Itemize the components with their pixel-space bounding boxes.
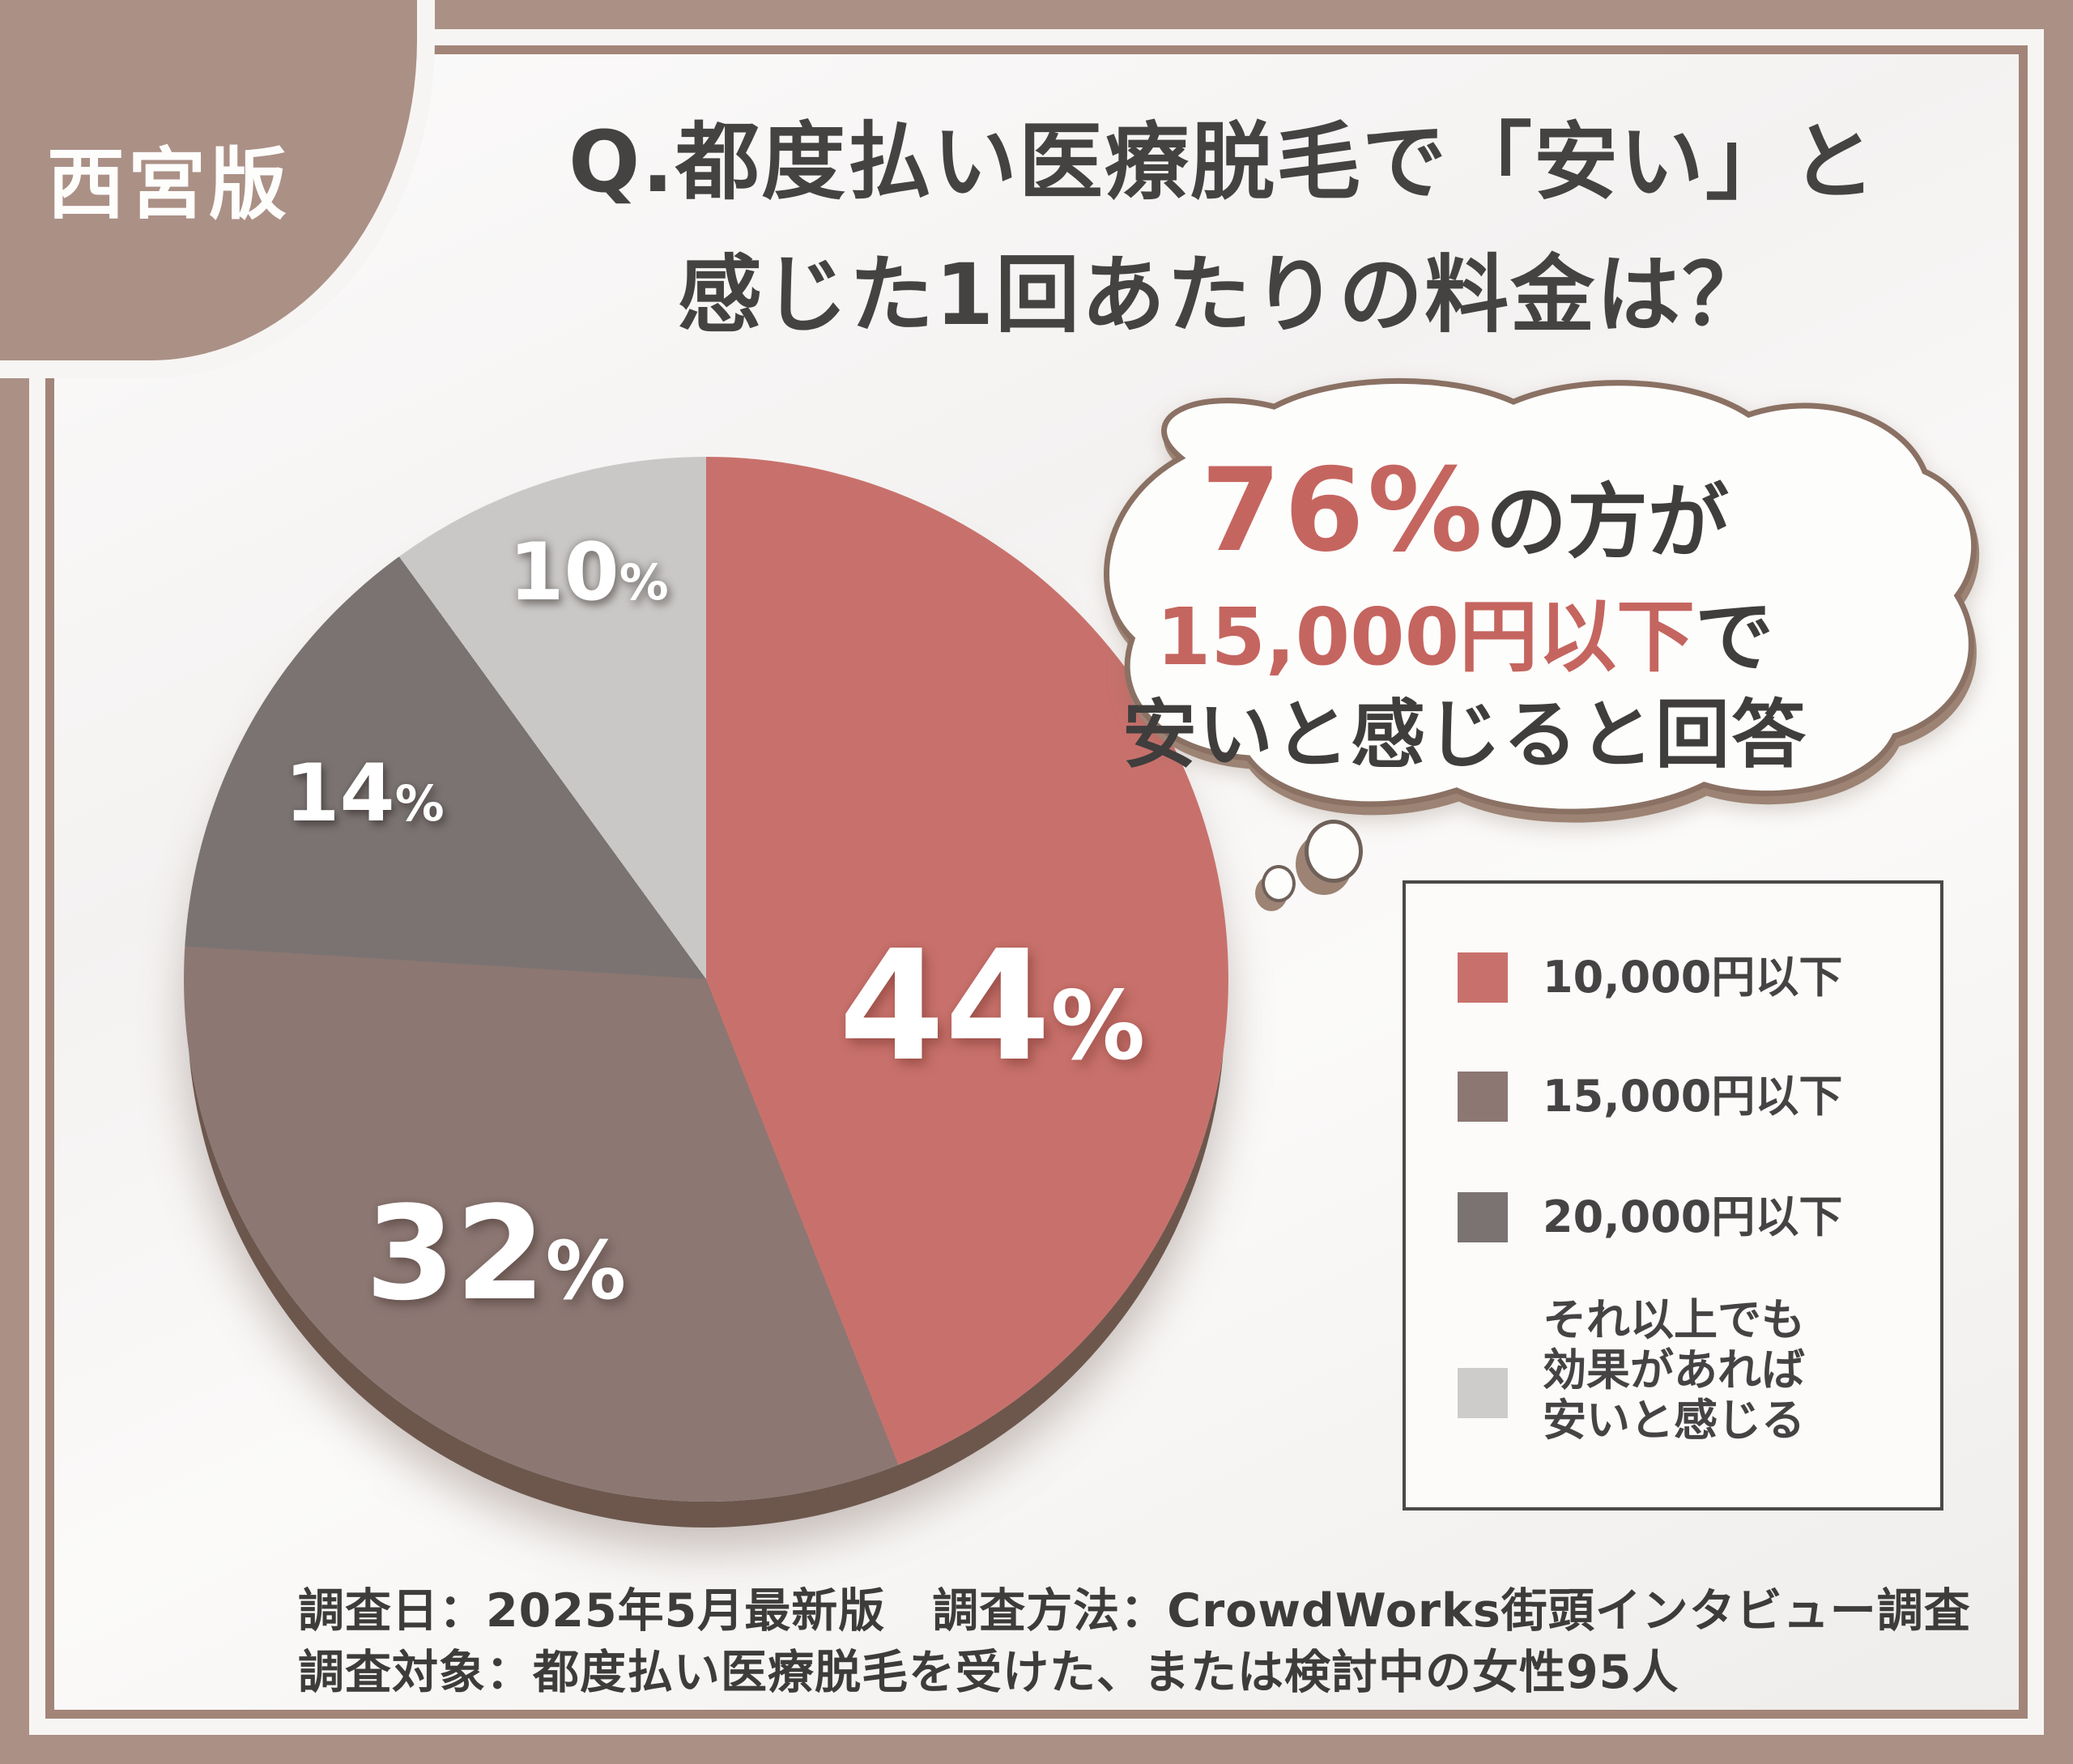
pie-slice-label-more: 10% xyxy=(509,533,668,612)
bubble-line-1: 76%の方が xyxy=(1201,433,1729,589)
legend-label-10000yen: 10,000円以下 xyxy=(1543,952,1843,1003)
title-line-1: Q.都度払い医療脱毛で「安い」と xyxy=(568,113,1877,211)
speech-bubble: 76%の方が 15,000円以下で 安いと感じると回答 xyxy=(1055,377,1977,828)
bubble-highlight-76: 76% xyxy=(1201,443,1486,577)
percent-sign: % xyxy=(1050,972,1146,1081)
legend-label-15000yen: 15,000円以下 xyxy=(1543,1071,1843,1122)
pie-chart xyxy=(184,457,1228,1502)
legend-label-more-line1: それ以上でも xyxy=(1543,1294,1805,1345)
pie-slice-label-20000yen: 14% xyxy=(284,754,444,833)
bubble-text: 76%の方が 15,000円以下で 安いと感じると回答 xyxy=(1055,437,1875,779)
bubble-line-3: 安いと感じると回答 xyxy=(1122,691,1807,778)
legend-swatch-15000yen xyxy=(1458,1072,1508,1122)
footer-line-2: 調査対象：都度払い医療脱毛を受けた、または検討中の女性95人 xyxy=(298,1645,1679,1699)
pie-slice-value: 10 xyxy=(509,526,619,619)
percent-sign: % xyxy=(619,555,669,611)
percent-sign: % xyxy=(545,1225,627,1318)
legend-label-more-line3: 安いと感じる xyxy=(1543,1395,1805,1446)
footer-line-1: 調査日：2025年5月最新版 調査方法：CrowdWorks街頭インタビュー調査 xyxy=(298,1584,1971,1638)
page-title: Q.都度払い医療脱毛で「安い」と 感じた1回あたりの料金は？ xyxy=(429,96,2016,362)
bubble-line-1-rest: の方が xyxy=(1485,474,1729,569)
pie-slice-value: 32 xyxy=(364,1178,546,1329)
bubble-highlight-15000: 15,000円以下 xyxy=(1156,591,1696,684)
footer-note: 調査日：2025年5月最新版 調査方法：CrowdWorks街頭インタビュー調査… xyxy=(298,1581,1971,1704)
corner-badge-label: 西宮版 xyxy=(47,139,290,230)
pie-slice-value: 14 xyxy=(284,748,395,840)
thought-dot-small xyxy=(1262,865,1296,902)
legend-label-20000yen: 20,000円以下 xyxy=(1543,1191,1843,1242)
thought-dot-large xyxy=(1305,820,1363,883)
pie-chart-circle xyxy=(184,457,1228,1502)
legend-label-more-line2: 効果があれば xyxy=(1543,1344,1805,1395)
percent-sign: % xyxy=(394,776,445,833)
bubble-line-2: 15,000円以下で xyxy=(1156,588,1773,686)
pie-slice-label-10000yen: 44% xyxy=(839,931,1145,1083)
bubble-line-2-rest: で xyxy=(1695,591,1774,684)
pie-slice-label-15000yen: 32% xyxy=(365,1189,626,1319)
legend-swatch-20000yen xyxy=(1458,1192,1508,1242)
legend-label-more: それ以上でも 効果があれば 安いと感じる xyxy=(1543,1295,1899,1446)
legend-swatch-10000yen xyxy=(1458,952,1508,1003)
legend-swatch-more xyxy=(1458,1368,1508,1418)
pie-slice-value: 44 xyxy=(838,918,1051,1095)
chart-legend: 10,000円以下 15,000円以下 20,000円以下 それ以上でも 効果が… xyxy=(1403,880,1943,1510)
corner-badge: 西宮版 xyxy=(0,0,417,360)
title-line-2: 感じた1回あたりの料金は？ xyxy=(677,245,1769,345)
speech-bubble-shape xyxy=(1104,377,1977,815)
